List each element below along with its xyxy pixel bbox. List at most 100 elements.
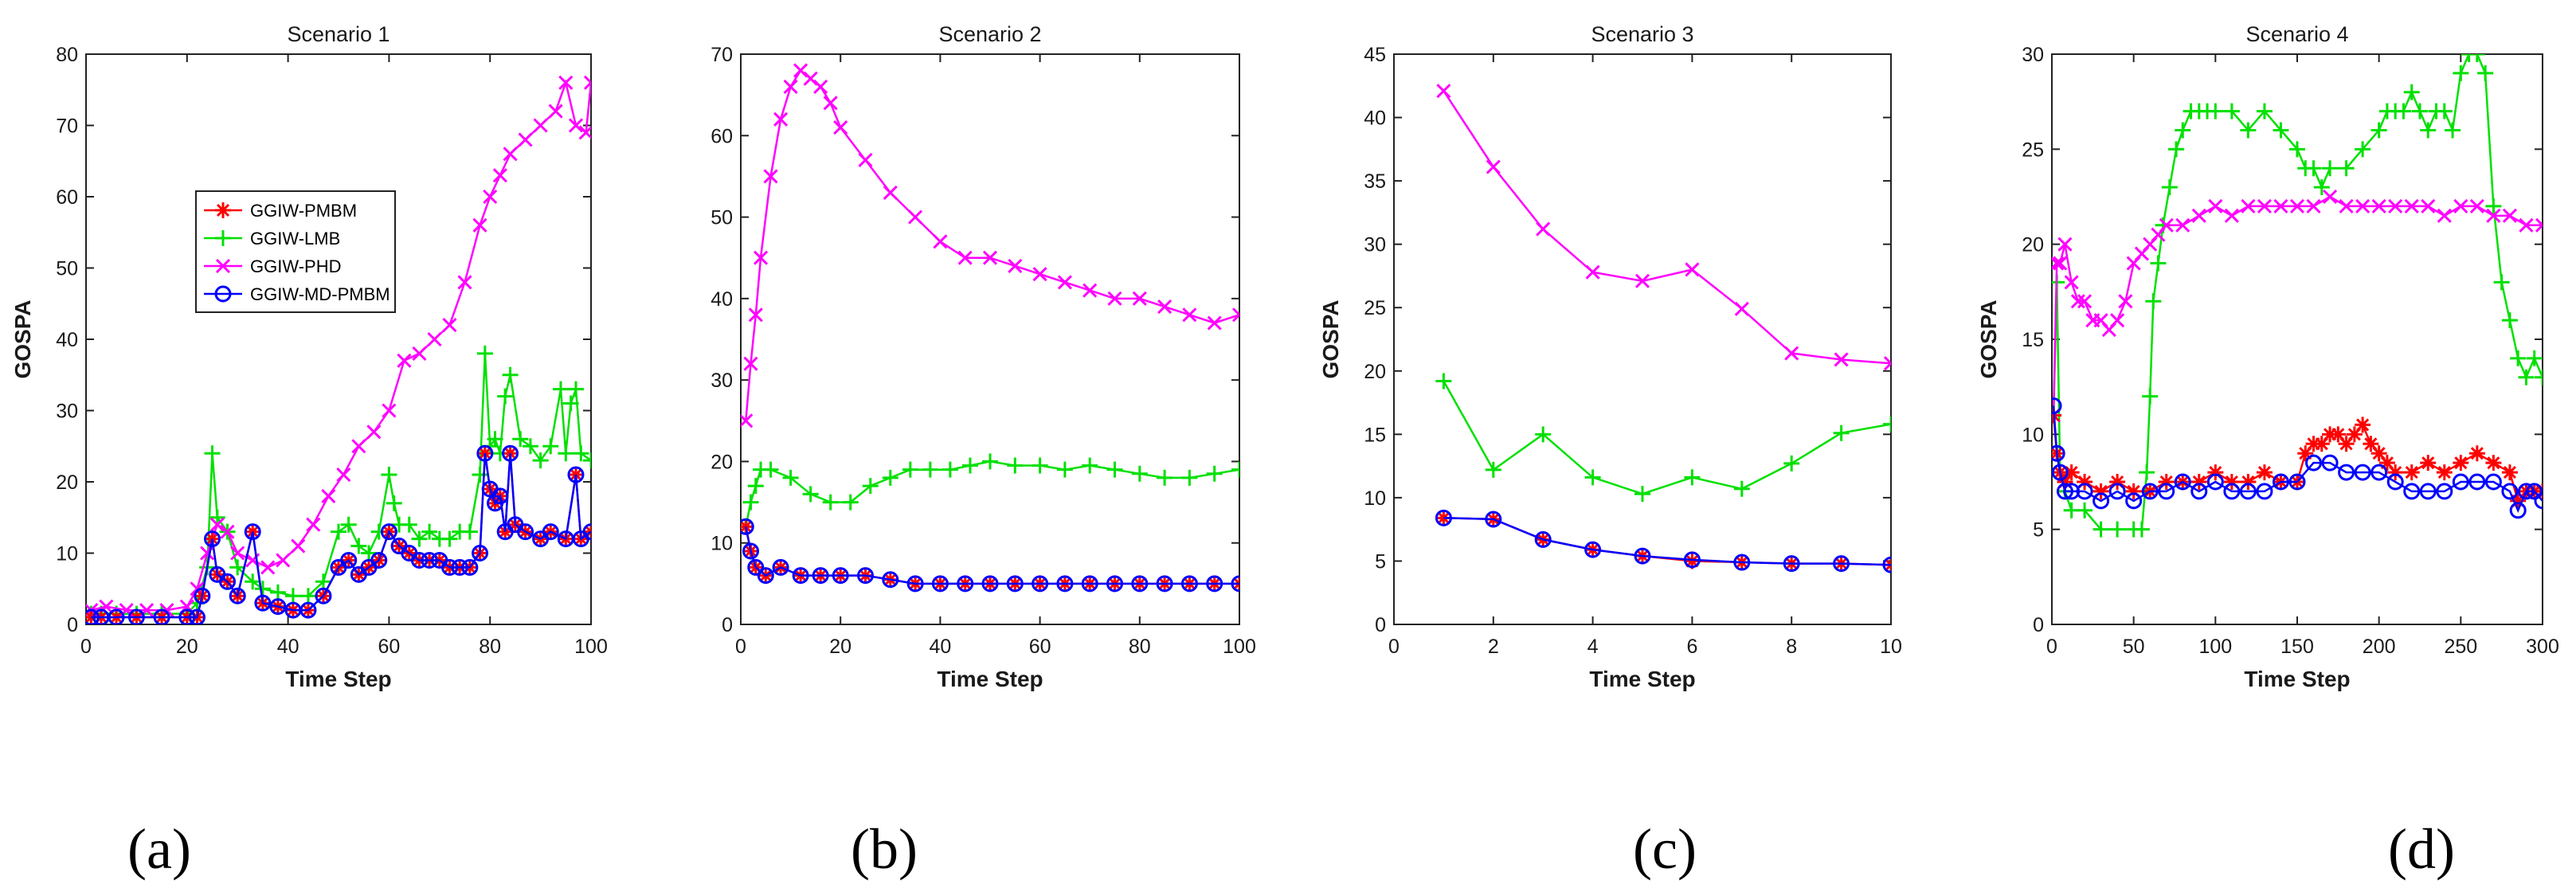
data-point-lmb	[476, 345, 493, 362]
data-point-lmb	[961, 457, 978, 474]
data-point-phd	[583, 75, 591, 90]
data-point-phd	[427, 331, 442, 347]
data-point-md	[2386, 473, 2404, 491]
y-tick-label: 60	[711, 125, 733, 147]
data-point-pmbm	[2190, 474, 2207, 490]
data-point-md	[502, 444, 519, 462]
data-point-lmb	[1056, 461, 1073, 478]
data-point-lmb	[472, 467, 488, 483]
x-tick-label: 10	[1880, 636, 1902, 658]
data-point-phd	[2208, 198, 2223, 213]
data-point-md	[2052, 444, 2065, 462]
data-point-lmb	[2477, 65, 2494, 81]
data-point-lmb	[2093, 521, 2109, 538]
data-point-pmbm	[741, 518, 754, 535]
data-point-md	[1882, 556, 1891, 573]
data-point-lmb	[532, 452, 549, 469]
x-tick-label: 4	[1587, 636, 1599, 658]
data-point-lmb	[558, 445, 574, 462]
y-tick-label: 50	[711, 207, 733, 229]
data-point-lmb	[1231, 461, 1239, 478]
data-point-lmb	[2273, 122, 2289, 139]
data-point-phd	[748, 307, 763, 323]
chart-panel-2: Scenario 2 0 20 40 60 80 100 0 10 20 30 40 50 60 70 Tim…	[711, 22, 1256, 881]
data-point-phd	[457, 275, 472, 290]
data-point-phd	[908, 209, 923, 225]
data-point-md	[188, 608, 206, 624]
data-point-md	[380, 523, 397, 541]
x-tick-label: 40	[277, 636, 299, 658]
data-point-lmb	[1032, 457, 1048, 474]
data-point-md	[2419, 483, 2437, 500]
data-point-md	[906, 575, 924, 593]
data-point-phd	[1784, 346, 1799, 361]
data-point-phd	[2118, 294, 2133, 309]
data-point-lmb	[2256, 103, 2273, 119]
data-point-phd	[2257, 198, 2272, 213]
data-point-lmb	[1206, 465, 1223, 482]
y-tick-label: 70	[56, 115, 78, 138]
data-point-phd	[1486, 159, 1501, 174]
data-point-pmbm	[2338, 436, 2355, 452]
data-point-md	[1131, 575, 1149, 593]
data-point-pmbm	[2378, 455, 2395, 471]
data-point-md	[2076, 483, 2093, 500]
data-point-lmb	[245, 573, 261, 590]
data-point-phd	[793, 63, 808, 78]
x-axis-label: Time Step	[937, 667, 1043, 691]
data-point-md	[491, 487, 509, 505]
data-point-phd	[2057, 237, 2073, 252]
data-point-lmb	[2403, 84, 2420, 100]
data-point-pmbm	[2387, 464, 2404, 481]
data-point-lmb	[842, 494, 859, 511]
y-tick-label: 25	[2022, 139, 2044, 161]
data-point-md	[747, 558, 765, 576]
data-point-lmb	[562, 395, 579, 412]
data-point-pmbm	[2313, 436, 2330, 452]
data-point-lmb	[2445, 122, 2461, 139]
data-point-phd	[2224, 208, 2239, 223]
data-point-md	[757, 567, 774, 585]
data-point-phd	[2175, 217, 2190, 233]
data-point-md	[931, 575, 949, 593]
data-point-lmb	[862, 478, 879, 495]
data-point-lmb	[742, 494, 759, 511]
data-point-lmb	[2355, 141, 2371, 158]
x-tick-label: 40	[929, 636, 951, 658]
y-tick-label: 20	[711, 451, 733, 473]
data-point-phd	[568, 118, 584, 133]
data-point-md	[1006, 575, 1024, 593]
data-point-lmb	[2501, 312, 2518, 329]
data-point-phd	[833, 119, 848, 135]
y-tick-label: 40	[1364, 108, 1386, 130]
data-point-md	[1683, 551, 1701, 569]
data-point-md	[1634, 547, 1651, 565]
data-point-lmb	[299, 588, 316, 605]
data-point-lmb	[315, 573, 331, 590]
data-point-md	[269, 598, 287, 616]
data-point-phd	[773, 112, 789, 127]
data-point-pmbm	[2453, 455, 2469, 471]
data-point-md	[229, 587, 246, 605]
data-point-phd	[209, 517, 225, 532]
y-tick-label: 5	[2033, 519, 2044, 542]
data-point-phd	[2339, 198, 2354, 213]
data-point-md	[2052, 464, 2069, 481]
data-point-phd	[2306, 198, 2321, 213]
data-point-md	[2517, 483, 2535, 500]
y-tick-label: 5	[1375, 550, 1386, 573]
x-axis-label: Time Step	[285, 667, 391, 691]
data-point-pmbm	[2109, 474, 2126, 490]
data-point-phd	[2421, 198, 2436, 213]
series-phd	[1436, 84, 1891, 371]
x-tick-label: 60	[378, 636, 400, 658]
data-point-pmbm	[2077, 474, 2093, 490]
series-line-md	[745, 526, 1239, 585]
data-point-phd	[2371, 198, 2386, 213]
plot-area	[740, 53, 1240, 625]
series-line-phd	[1443, 90, 1891, 365]
y-tick-label: 50	[56, 258, 78, 280]
data-point-md	[882, 571, 899, 589]
data-point-lmb	[2535, 369, 2543, 385]
data-point-pmbm	[2093, 483, 2109, 499]
